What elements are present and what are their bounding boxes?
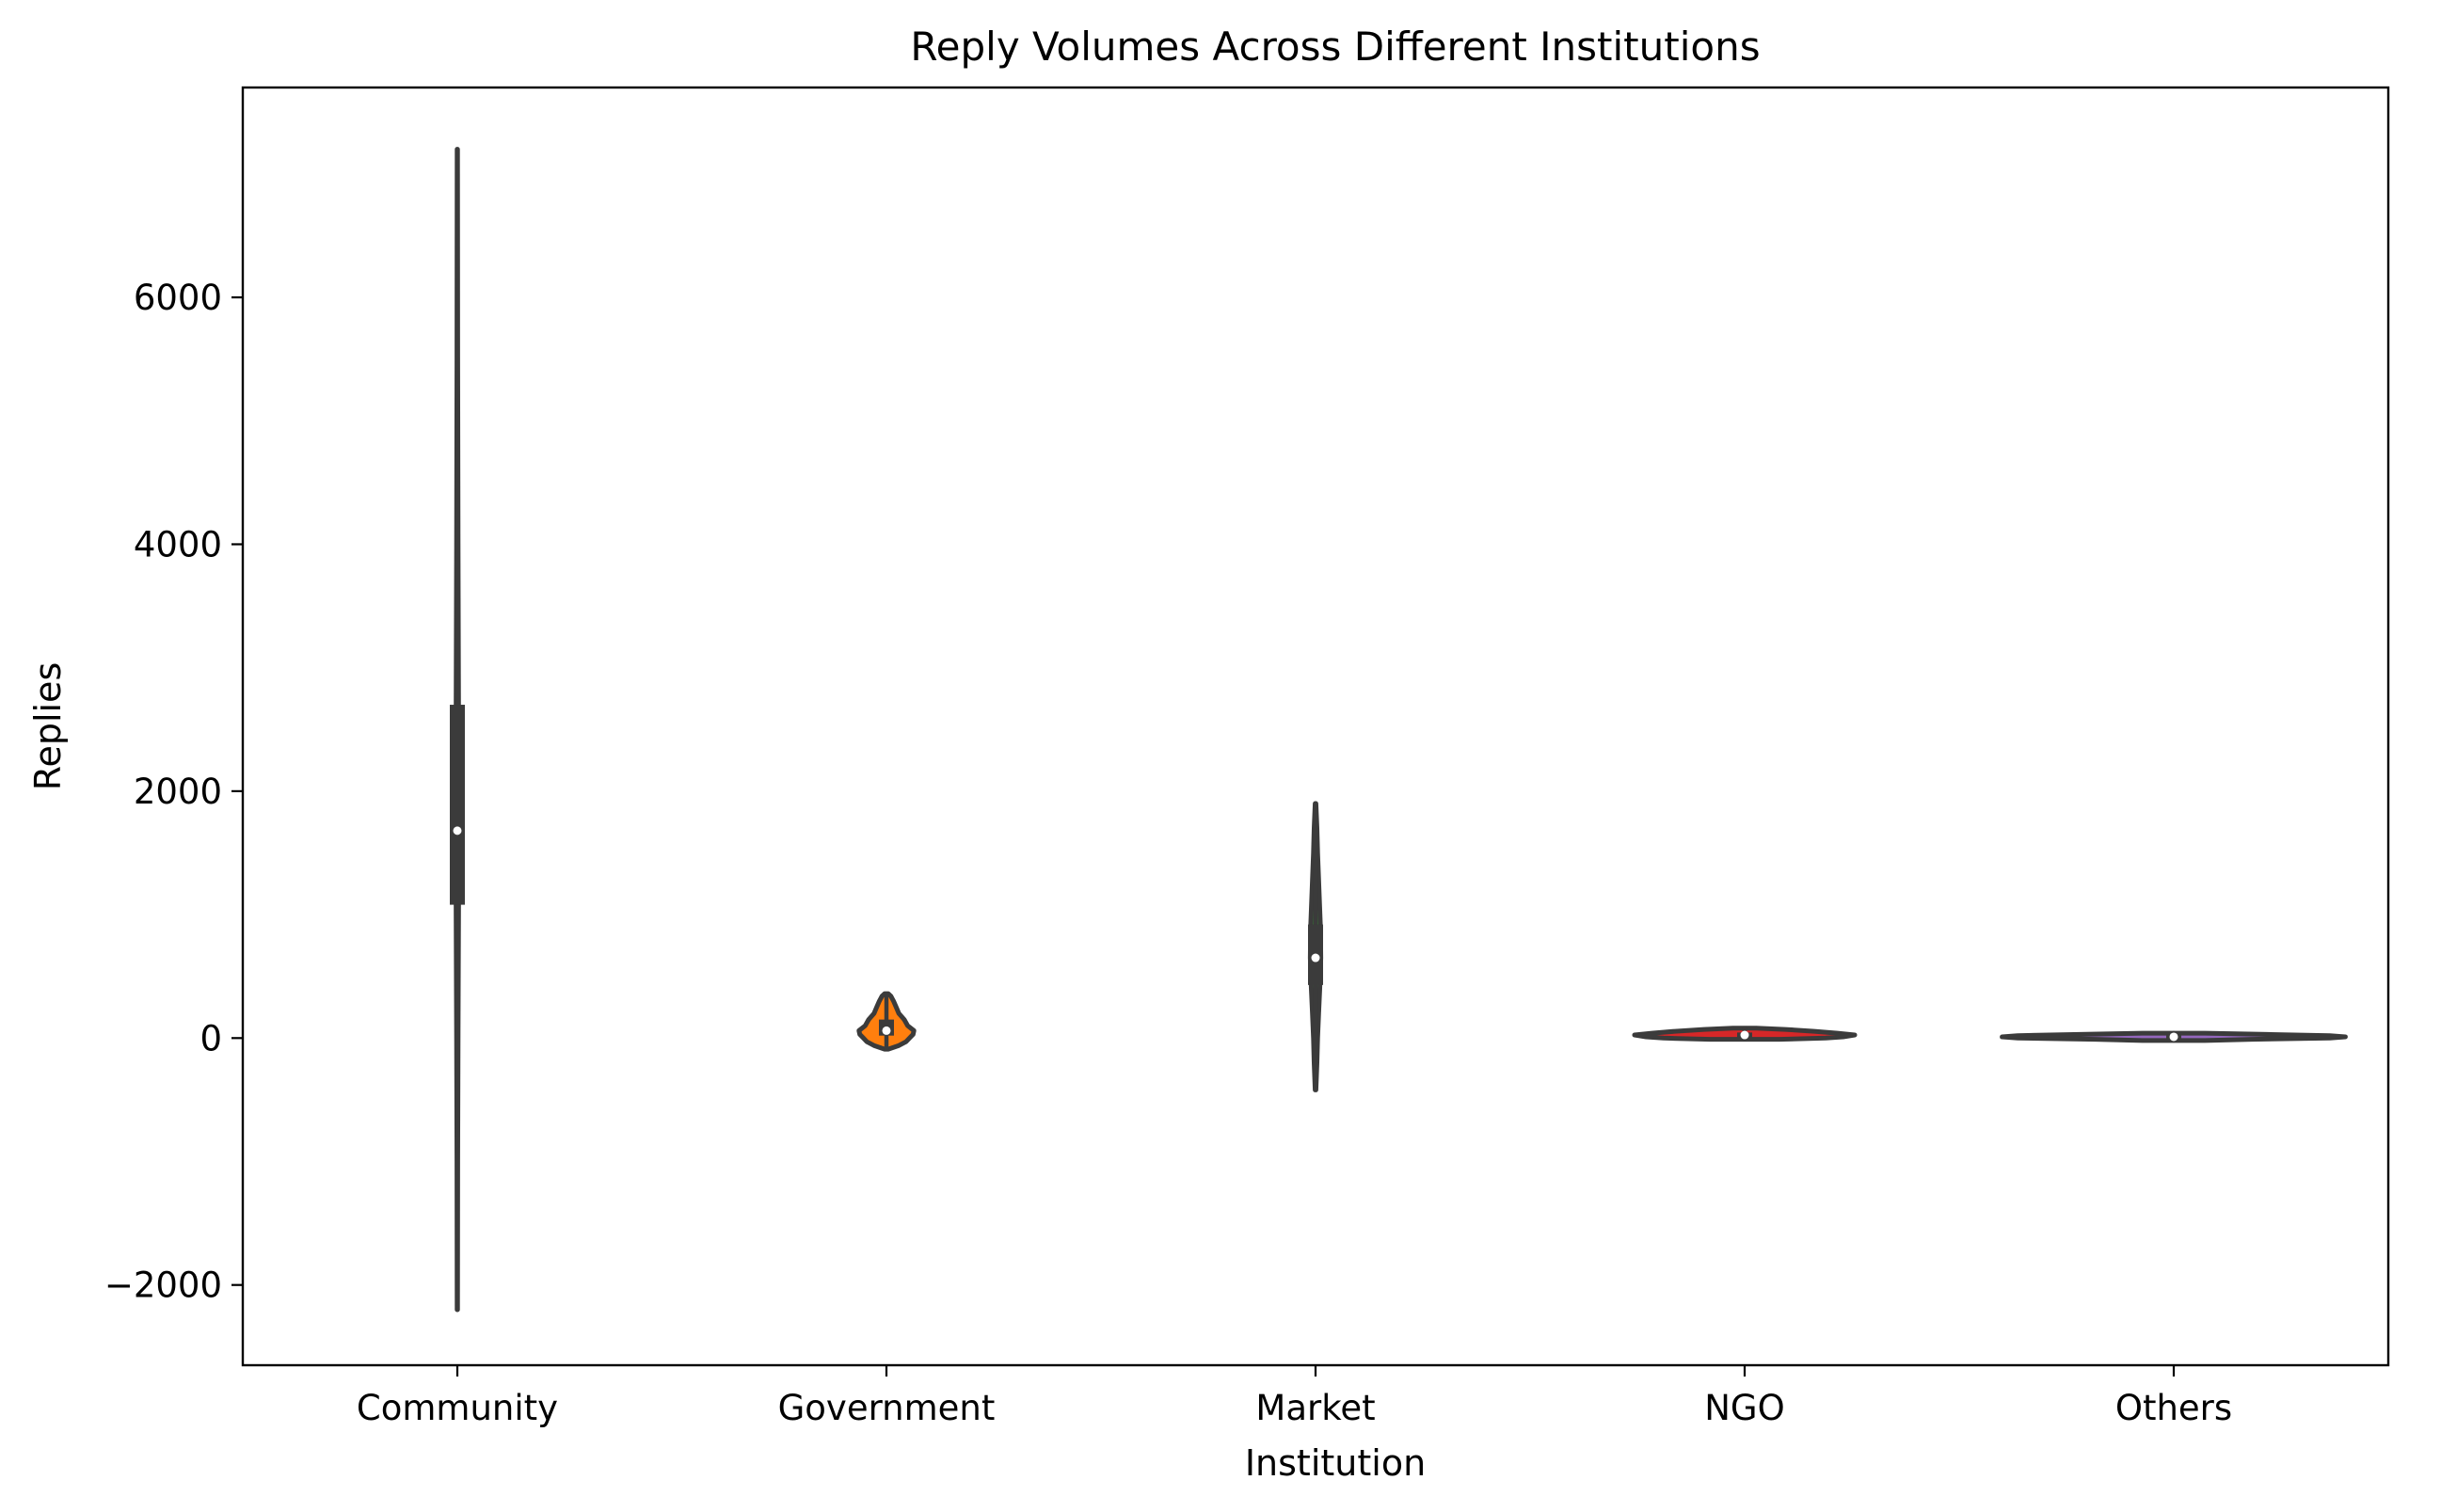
x-tick-label: Government: [778, 1388, 996, 1428]
y-tick-label: 0: [199, 1018, 222, 1058]
violin-iqr-box: [450, 705, 465, 905]
x-tick-label: Others: [2115, 1388, 2232, 1428]
y-tick-label: 2000: [134, 772, 222, 812]
y-tick-label: 4000: [134, 524, 222, 565]
chart-title: Reply Volumes Across Different Instituti…: [910, 24, 1760, 70]
y-axis-label: Replies: [27, 662, 69, 791]
violin-others: [2000, 1030, 2348, 1043]
x-tick-label: Community: [357, 1388, 558, 1428]
x-axis-label: Institution: [1245, 1442, 1426, 1484]
x-tick-label: NGO: [1704, 1388, 1784, 1428]
violin-community: [450, 147, 465, 1313]
violins-layer: [450, 147, 2348, 1313]
y-tick-label: 6000: [134, 278, 222, 318]
violin-ngo: [1632, 1026, 1858, 1042]
violin-median-dot: [882, 1026, 891, 1035]
y-axis: −2000 0 2000 4000 6000: [104, 278, 243, 1306]
x-axis: Community Government Market NGO Others: [357, 1365, 2232, 1428]
violin-market: [1307, 801, 1324, 1092]
violin-government: [856, 991, 917, 1052]
violin-median-dot: [1311, 953, 1320, 963]
violin-median-dot: [453, 826, 462, 836]
violin-median-dot: [2169, 1032, 2178, 1042]
x-tick-label: Market: [1255, 1388, 1375, 1428]
violin-median-dot: [1740, 1030, 1749, 1040]
y-tick-label: −2000: [104, 1265, 222, 1306]
